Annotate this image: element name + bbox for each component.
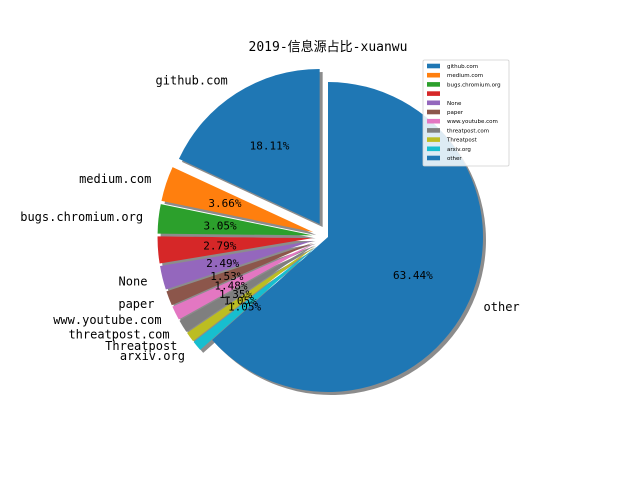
pie-slice-none: [160, 240, 313, 290]
legend-swatch-www-youtube-com: [427, 118, 440, 124]
pie-slice-paper: [166, 242, 314, 306]
legend-swatch-github-com: [427, 63, 440, 69]
pie-slice-other: [212, 82, 483, 393]
pie-slice-arxiv-org: [193, 246, 317, 350]
slice-percent-other: 63.44%: [393, 269, 433, 282]
legend-label-none: None: [447, 101, 462, 107]
slice-label-arxiv-org: arxiv.org: [120, 349, 185, 363]
legend-label-www-youtube-com: www.youtube.com: [447, 119, 498, 125]
pie-slice-bugs-chromium-org: [157, 204, 313, 236]
slice-percent-github-com: 18.11%: [250, 140, 290, 153]
slice-percent-arxiv-org: 1.05%: [228, 300, 261, 313]
legend-swatch-threatpost-com: [427, 128, 440, 133]
pie-slice-threatpost-com: [179, 245, 315, 332]
slice-label-paper: paper: [118, 297, 154, 311]
slice-label-bugs-chromium-org: bugs.chromium.org: [20, 210, 143, 224]
legend-label-arxiv-org: arxiv.org: [447, 147, 471, 153]
legend-swatch-medium-com: [427, 72, 440, 78]
legend-label-paper: paper: [447, 110, 464, 116]
slice-label-threatpost-com: threatpost.com: [68, 328, 169, 342]
slice-percent-bugs-chromium-org: 3.05%: [204, 219, 237, 232]
percentage-labels: 18.11% 3.66% 3.05% 2.79% 2.49%1.53%1.48%1.35…: [203, 140, 433, 314]
pie-slice-unlabeled-3: [157, 236, 313, 264]
legend-swatch-threatpost: [427, 137, 440, 142]
pie-slice-medium-com: [161, 167, 314, 233]
legend-label-github-com: github.com: [447, 64, 478, 70]
legend-label-threatpost: Threatpost: [446, 138, 478, 144]
slice-percent-medium-com: 3.66%: [208, 197, 241, 210]
legend-swatch-paper: [427, 109, 440, 115]
slice-label-none: None: [119, 275, 148, 289]
category-labels: github.com medium.com bugs.chromium.org Non…: [20, 73, 519, 363]
slice-label-github-com: github.com: [156, 73, 228, 87]
legend-swatch-unlabeled-3: [427, 91, 440, 96]
pie-slices: [157, 68, 483, 393]
slice-percent-paper: 1.53%: [210, 270, 243, 283]
slice-label-medium-com: medium.com: [79, 172, 151, 186]
legend-label-threatpost-com: threatpost.com: [447, 128, 489, 134]
pie-slice-threatpost: [187, 246, 316, 342]
legend-label-bugs-chromium-org: bugs.chromium.org: [447, 82, 501, 88]
pie-slice-github-com: [178, 68, 320, 224]
pie-slice-www-youtube-com: [172, 243, 315, 320]
legend-frame: [422, 59, 510, 167]
slice-percent-www-youtube-com: 1.48%: [214, 279, 247, 292]
legend-swatch-bugs-chromium-org: [427, 82, 440, 87]
slice-label-www-youtube-com: www.youtube.com: [53, 313, 161, 327]
legend-swatch-none: [427, 100, 440, 106]
slice-percent-threatpost-com: 1.35%: [219, 288, 252, 301]
slice-percent-threatpost: 1.05%: [224, 295, 257, 308]
legend-label-other: other: [447, 156, 462, 162]
chart-title: 2019-信息源占比-xuanwu: [249, 39, 408, 55]
legend-label-medium-com: medium.com: [447, 73, 483, 79]
legend-swatch-arxiv-org: [427, 146, 440, 152]
slice-label-other: other: [484, 300, 520, 314]
slice-label-threatpost: Threatpost: [105, 339, 177, 353]
legend-swatch-other: [427, 155, 440, 161]
slice-percent-none: 2.49%: [206, 257, 239, 270]
slice-percent-unlabeled-3: 2.79%: [203, 239, 236, 252]
legend: github.com medium.com bugs.chromium.org Non…: [422, 59, 510, 167]
